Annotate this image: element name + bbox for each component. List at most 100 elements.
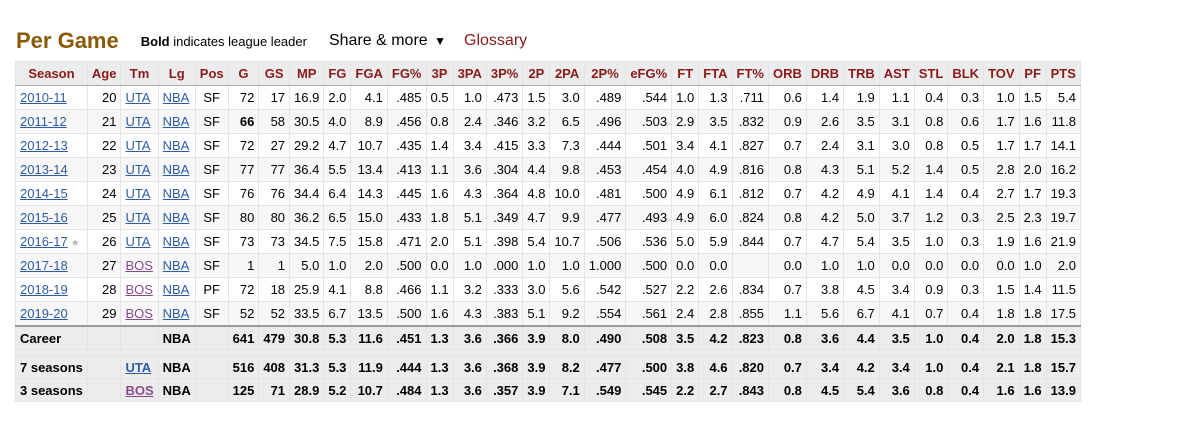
season-link[interactable]: 2013-14 <box>20 162 68 177</box>
cell-fg-pct: .456 <box>386 109 427 134</box>
column-header-mp[interactable]: MP <box>289 61 325 86</box>
season-link[interactable]: 2019-20 <box>20 306 68 321</box>
cell-pts: 17.5 <box>1045 301 1081 327</box>
share-menu-button[interactable]: Share & more ▼ <box>329 32 446 50</box>
column-header-gs[interactable]: GS <box>258 61 291 86</box>
team-link[interactable]: BOS <box>125 382 154 398</box>
cell-2pa: 7.3 <box>549 133 585 158</box>
column-header-g[interactable]: G <box>227 61 260 86</box>
season-link[interactable]: 2010-11 <box>20 90 67 105</box>
team-link[interactable]: UTA <box>125 234 151 249</box>
total-cell-2p-pct: .477 <box>583 355 627 379</box>
team-link[interactable]: UTA <box>125 186 151 201</box>
column-header-trb[interactable]: TRB <box>843 61 880 86</box>
total-cell-trb: 4.4 <box>843 325 880 350</box>
column-header-2pa[interactable]: 2PA <box>549 61 585 86</box>
cell-orb: 0.7 <box>768 229 807 254</box>
column-header-tm[interactable]: Tm <box>120 61 159 86</box>
cell-fg-pct: .500 <box>386 301 427 327</box>
league-link[interactable]: NBA <box>162 186 190 201</box>
team-link[interactable]: UTA <box>125 138 151 153</box>
season-link[interactable]: 2012-13 <box>20 138 68 153</box>
season-link[interactable]: 2011-12 <box>20 114 67 129</box>
cell-ft: 2.9 <box>671 109 700 134</box>
cell-3p-pct: .364 <box>485 181 524 206</box>
team-link[interactable]: BOS <box>125 258 153 273</box>
cell-g: 76 <box>227 181 260 206</box>
cell-2p: 4.4 <box>522 157 551 182</box>
league-link[interactable]: NBA <box>162 282 190 297</box>
column-header-3pa[interactable]: 3PA <box>452 61 487 86</box>
season-link[interactable]: 2016-17 <box>20 234 68 249</box>
column-header-fga[interactable]: FGA <box>350 61 388 86</box>
cell-3p: 1.1 <box>425 157 454 182</box>
cell-fg-pct: .485 <box>386 85 427 110</box>
team-link[interactable]: UTA <box>125 114 151 129</box>
column-header-ft-pct[interactable]: FT% <box>731 61 770 86</box>
column-header-pos[interactable]: Pos <box>194 61 229 86</box>
column-header-fg[interactable]: FG <box>323 61 352 86</box>
total-cell-fta: 4.2 <box>698 325 733 350</box>
cell-g: 80 <box>227 205 260 230</box>
league-link[interactable]: NBA <box>162 114 190 129</box>
column-header-3p-pct[interactable]: 3P% <box>485 61 524 86</box>
league-link[interactable]: NBA <box>162 258 190 273</box>
column-header-fg-pct[interactable]: FG% <box>386 61 427 86</box>
cell-lg: NBA <box>157 85 196 110</box>
column-header-tov[interactable]: TOV <box>983 61 1020 86</box>
column-header-2p[interactable]: 2P <box>522 61 551 86</box>
column-header-age[interactable]: Age <box>86 61 122 86</box>
cell-stl: 0.9 <box>913 277 949 302</box>
league-link[interactable]: NBA <box>162 234 190 249</box>
column-header-pts[interactable]: PTS <box>1045 61 1081 86</box>
cell-orb: 0.8 <box>768 205 807 230</box>
cell-gs: 58 <box>258 109 291 134</box>
season-link[interactable]: 2015-16 <box>20 210 68 225</box>
total-cell-pf: 1.6 <box>1018 378 1047 402</box>
cell-fta: 5.9 <box>698 229 733 254</box>
cell-tm: UTA <box>120 157 159 182</box>
total-cell-ast: 3.4 <box>878 355 915 379</box>
cell-2p: 3.3 <box>522 133 551 158</box>
column-header-pf[interactable]: PF <box>1018 61 1047 86</box>
glossary-link[interactable]: Glossary <box>464 32 528 49</box>
cell-fta: 3.5 <box>698 109 733 134</box>
column-header-efg-pct[interactable]: eFG% <box>625 61 673 86</box>
cell-pts: 11.5 <box>1045 277 1081 302</box>
cell-season: 2014-15 <box>15 181 88 206</box>
column-header-season[interactable]: Season <box>15 61 88 86</box>
column-header-ast[interactable]: AST <box>878 61 915 86</box>
column-header-fta[interactable]: FTA <box>698 61 733 86</box>
team-link[interactable]: UTA <box>125 90 151 105</box>
column-header-stl[interactable]: STL <box>913 61 949 86</box>
league-link[interactable]: NBA <box>162 138 190 153</box>
column-header-orb[interactable]: ORB <box>768 61 807 86</box>
team-link[interactable]: UTA <box>125 162 151 177</box>
total-cell-ft: 3.8 <box>671 355 700 379</box>
team-link[interactable]: UTA <box>125 359 152 375</box>
column-header-blk[interactable]: BLK <box>947 61 985 86</box>
cell-fta: 0.0 <box>698 253 733 278</box>
league-link[interactable]: NBA <box>162 306 190 321</box>
season-link[interactable]: 2017-18 <box>20 258 68 273</box>
column-header-drb[interactable]: DRB <box>805 61 845 86</box>
season-link[interactable]: 2014-15 <box>20 186 68 201</box>
cell-stl: 1.4 <box>913 181 949 206</box>
cell-2p: 5.1 <box>522 301 551 327</box>
league-link[interactable]: NBA <box>162 162 190 177</box>
season-link[interactable]: 2018-19 <box>20 282 68 297</box>
cell-2p: 1.0 <box>522 253 551 278</box>
column-header-ft[interactable]: FT <box>671 61 700 86</box>
team-link[interactable]: BOS <box>125 282 153 297</box>
league-link[interactable]: NBA <box>162 210 190 225</box>
team-link[interactable]: UTA <box>125 210 151 225</box>
column-header-3p[interactable]: 3P <box>425 61 454 86</box>
team-link[interactable]: BOS <box>125 306 153 321</box>
column-header-2p-pct[interactable]: 2P% <box>583 61 627 86</box>
league-link[interactable]: NBA <box>162 90 190 105</box>
cell-lg: NBA <box>157 133 196 158</box>
column-header-lg[interactable]: Lg <box>157 61 196 86</box>
total-cell-gs: 408 <box>258 355 291 379</box>
total-cell-pos <box>194 355 229 379</box>
cell-ft: 0.0 <box>671 253 700 278</box>
